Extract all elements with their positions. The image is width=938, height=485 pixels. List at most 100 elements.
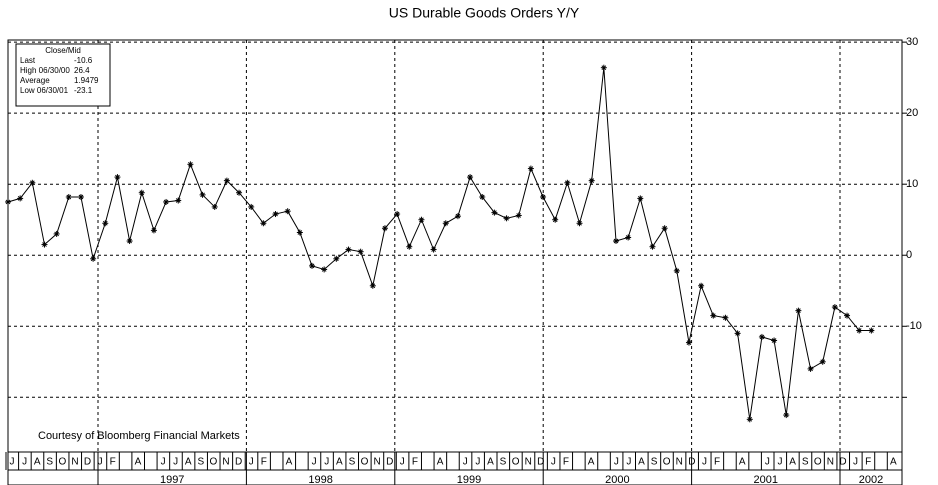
year-label: 2000 xyxy=(605,474,629,485)
marker-stroke xyxy=(613,238,619,244)
point-marker xyxy=(296,229,303,236)
month-label: A xyxy=(34,457,41,468)
point-marker xyxy=(394,211,401,218)
point-marker xyxy=(187,161,194,168)
point-marker xyxy=(600,64,607,71)
marker-stroke xyxy=(102,220,108,226)
month-label: A xyxy=(286,457,293,468)
plot-frame xyxy=(7,39,903,453)
point-marker xyxy=(272,211,279,218)
marker-stroke xyxy=(175,198,181,203)
point-marker xyxy=(540,193,547,200)
annotation: Courtesy of Bloomberg Financial Markets xyxy=(38,430,240,442)
marker-stroke xyxy=(151,228,157,233)
chart-title: US Durable Goods Orders Y/Y xyxy=(389,5,580,21)
marker-stroke xyxy=(212,204,218,210)
month-label: D xyxy=(386,457,393,468)
month-label: O xyxy=(210,457,218,468)
year-label: 2001 xyxy=(754,474,778,485)
marker-stroke xyxy=(382,225,388,231)
point-marker xyxy=(430,246,437,253)
marker-stroke xyxy=(139,190,145,196)
stats-value: -10.6 xyxy=(74,56,93,65)
point-marker xyxy=(150,227,157,234)
month-label: J xyxy=(475,457,480,468)
point-marker xyxy=(503,215,510,222)
point-marker xyxy=(868,327,875,334)
stats-box: Close/Mid Last -10.6 High 06/30/00 26.4 Avera… xyxy=(15,43,111,107)
point-marker xyxy=(381,225,388,232)
point-marker xyxy=(758,333,765,340)
point-marker xyxy=(588,177,595,184)
point-marker xyxy=(795,307,802,314)
point-marker xyxy=(661,225,668,232)
marker-stroke xyxy=(771,338,777,343)
month-label: J xyxy=(173,457,178,468)
month-label: O xyxy=(361,457,369,468)
point-marker xyxy=(138,189,145,196)
month-label: N xyxy=(222,457,229,468)
point-marker xyxy=(236,189,243,196)
month-label: A xyxy=(789,457,796,468)
marker-stroke xyxy=(844,313,850,318)
point-marker xyxy=(41,241,48,248)
point-marker xyxy=(576,220,583,227)
marker-stroke xyxy=(443,220,449,226)
year-label: 1998 xyxy=(308,474,332,485)
y-tick-label: 20 xyxy=(906,107,918,119)
stats-value: 26.4 xyxy=(74,66,90,75)
point-marker xyxy=(515,212,522,219)
marker-stroke xyxy=(42,242,47,247)
month-label: N xyxy=(71,457,78,468)
month-label: S xyxy=(802,457,809,468)
month-label: S xyxy=(46,457,53,468)
month-label: O xyxy=(58,457,66,468)
point-marker xyxy=(844,312,851,319)
month-label: S xyxy=(349,457,356,468)
point-marker xyxy=(333,255,340,262)
marker-stroke xyxy=(589,178,595,184)
point-marker xyxy=(613,238,619,245)
month-label: J xyxy=(324,457,329,468)
point-marker xyxy=(65,193,72,200)
month-label: O xyxy=(814,457,822,468)
month-label: J xyxy=(626,457,631,468)
marker-stroke xyxy=(163,199,169,205)
month-label: O xyxy=(663,457,671,468)
marker-stroke xyxy=(710,313,716,318)
point-marker xyxy=(418,216,425,223)
month-label: A xyxy=(739,457,746,468)
point-marker xyxy=(625,234,632,241)
marker-stroke xyxy=(747,416,753,422)
stats-value: 1.9479 xyxy=(74,76,99,85)
marker-stroke xyxy=(455,213,461,219)
marker-stroke xyxy=(808,366,813,372)
marker-stroke xyxy=(783,412,789,418)
marker-stroke xyxy=(370,283,376,289)
point-marker xyxy=(53,230,60,237)
month-label: A xyxy=(487,457,494,468)
month-label: F xyxy=(865,457,871,468)
month-label: F xyxy=(412,457,418,468)
stats-label: Low 06/30/01 xyxy=(20,86,69,95)
month-label: D xyxy=(537,457,544,468)
marker-stroke xyxy=(662,225,667,231)
marker-stroke xyxy=(528,166,534,171)
stats-frame xyxy=(15,43,111,107)
month-label: A xyxy=(890,457,897,468)
month-label: A xyxy=(437,457,444,468)
point-marker xyxy=(454,213,461,220)
marker-stroke xyxy=(66,194,72,200)
marker-stroke xyxy=(686,340,692,345)
point-marker xyxy=(29,179,36,186)
month-label: F xyxy=(110,457,116,468)
point-marker xyxy=(746,416,753,423)
marker-stroke xyxy=(358,249,363,255)
point-marker xyxy=(199,191,206,198)
point-marker xyxy=(467,174,474,181)
point-marker xyxy=(831,304,838,311)
point-marker xyxy=(223,177,230,184)
month-label: N xyxy=(525,457,532,468)
month-label: J xyxy=(400,457,405,468)
y-tick-label: 10 xyxy=(906,178,918,190)
